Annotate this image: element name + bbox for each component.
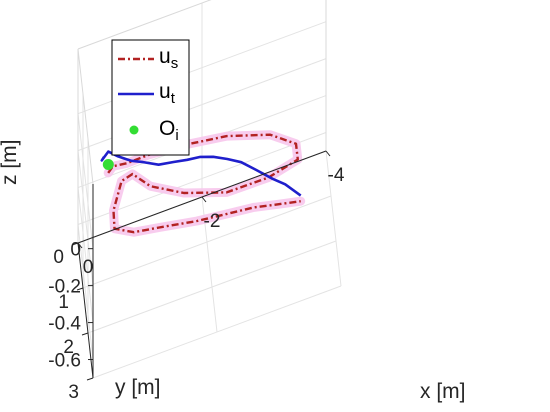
y-tick-mark-1 — [76, 287, 84, 291]
grid-backwall-z-1 — [77, 187, 94, 323]
x-tick-mark-2 — [77, 242, 83, 249]
z-tick-label-2: -0.2 — [48, 277, 81, 298]
z-tick-label-1: -0.4 — [48, 314, 81, 335]
y-axis-label: y [m] — [115, 376, 161, 399]
legend-ut-label: ut — [159, 80, 176, 107]
y-tick-label-3: 3 — [68, 382, 79, 403]
y-tick-label-2: 2 — [63, 337, 74, 358]
y-tick-mark-3 — [86, 377, 94, 381]
z-tick-label-3: 0 — [70, 240, 81, 261]
x-tick-mark-0 — [325, 150, 331, 157]
z-tick-label-0: -0.6 — [48, 351, 81, 372]
x-tick-label-1: -2 — [204, 211, 221, 232]
grid-box-edge-2 — [77, 0, 212, 50]
legend-oi-marker — [129, 125, 139, 135]
z-axis-label: z [m] — [0, 140, 21, 186]
grid-floor-y-2 — [87, 240, 337, 334]
y-tick-label-1: 1 — [58, 292, 69, 313]
x-tick-label-0: -4 — [328, 165, 345, 186]
legend-oi-label: Oi — [159, 117, 179, 144]
grid-floor-y-3 — [92, 285, 342, 379]
x-axis-label: x [m] — [420, 380, 466, 403]
y-tick-label-0: 0 — [53, 247, 64, 268]
y-tick-mark-2 — [81, 332, 89, 336]
legend-us-label: us — [159, 45, 178, 72]
grid-floor-x-0 — [325, 150, 342, 287]
marker-oi-0 — [102, 159, 114, 171]
grid-backwall-z-0 — [77, 224, 94, 360]
x-tick-label-2: 0 — [83, 257, 94, 278]
x-tick-mark-1 — [201, 196, 207, 203]
y-axis-line — [77, 242, 94, 379]
grid-backwall-z-2 — [77, 150, 94, 286]
grid-box-edge-1 — [77, 48, 94, 185]
legend: us ut Oi — [111, 39, 190, 156]
grid-floor-y-1 — [82, 195, 332, 289]
y-tick-mark-0 — [71, 242, 79, 246]
grid-backwall-z-3 — [77, 113, 94, 249]
